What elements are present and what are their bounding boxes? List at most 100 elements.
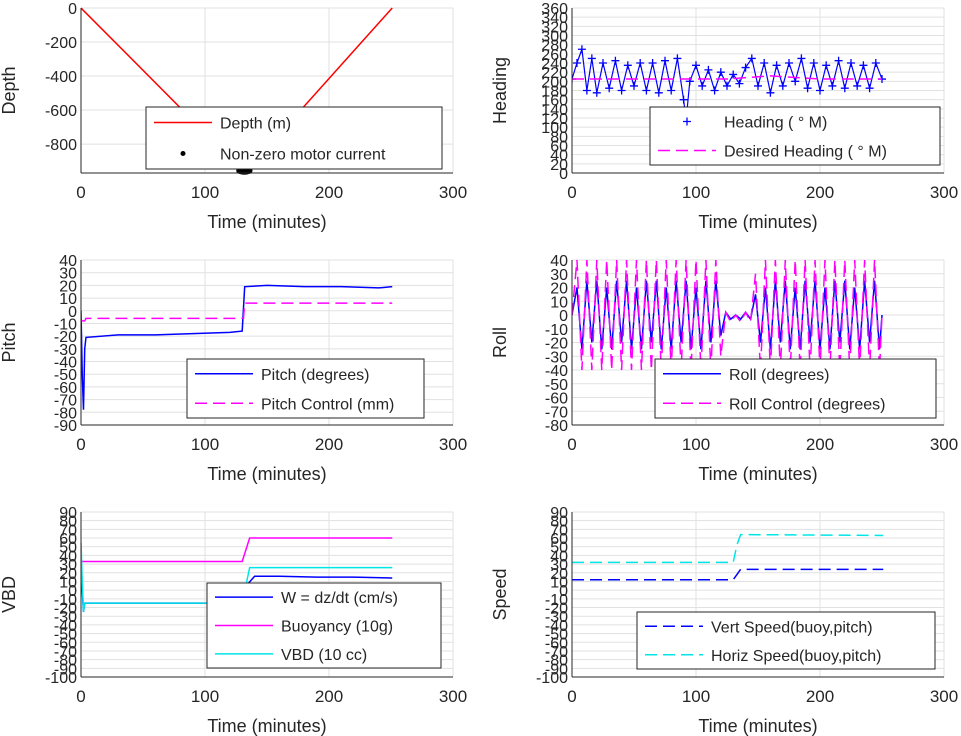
y-axis-label: Speed bbox=[490, 568, 510, 620]
legend: Roll (degrees) Roll Control (degrees) bbox=[654, 358, 937, 419]
y-tick-label: -40 bbox=[54, 355, 77, 372]
legend-label: Pitch (degrees) bbox=[261, 367, 370, 384]
y-tick-label: -60 bbox=[54, 635, 77, 652]
y-tick-label: 50 bbox=[59, 540, 77, 557]
y-tick-label: 80 bbox=[59, 514, 77, 531]
series-line-1 bbox=[81, 284, 393, 410]
x-tick-label: 0 bbox=[76, 435, 85, 454]
data-layer bbox=[572, 259, 883, 371]
x-axis-label: Time (minutes) bbox=[698, 716, 817, 736]
data-point bbox=[741, 63, 750, 72]
data-point bbox=[692, 61, 700, 70]
x-tick-label: 300 bbox=[930, 183, 958, 202]
data-point bbox=[735, 79, 744, 88]
data-point bbox=[865, 84, 874, 93]
y-tick-label: -10 bbox=[545, 322, 568, 339]
y-tick-label: 0 bbox=[559, 308, 568, 325]
x-tick-label: 0 bbox=[567, 687, 576, 706]
y-tick-label: -600 bbox=[45, 103, 77, 120]
y-tick-label: -50 bbox=[54, 627, 77, 644]
y-tick-label: -80 bbox=[545, 418, 568, 435]
series-line-2 bbox=[81, 302, 393, 322]
y-tick-label: -10 bbox=[545, 592, 568, 609]
data-point bbox=[599, 59, 607, 67]
data-point bbox=[859, 61, 868, 70]
data-point bbox=[710, 86, 719, 95]
y-tick-label: 90 bbox=[59, 505, 77, 522]
series-line-2 bbox=[572, 533, 884, 564]
y-tick-label: 10 bbox=[59, 574, 77, 591]
y-tick-label: 80 bbox=[550, 514, 568, 531]
data-point bbox=[623, 61, 632, 70]
y-tick-label: -70 bbox=[545, 404, 568, 421]
chart-panel-5: 9080706050403020100-10-20-30-40-50-60-70… bbox=[0, 505, 467, 736]
y-tick-label: 120 bbox=[541, 111, 568, 128]
x-axis-label: Time (minutes) bbox=[698, 464, 817, 484]
y-tick-label: -800 bbox=[45, 137, 77, 154]
y-tick-label: 0 bbox=[559, 583, 568, 600]
y-tick-label: 40 bbox=[550, 548, 568, 565]
data-point bbox=[871, 59, 880, 67]
y-tick-label: -20 bbox=[54, 329, 77, 346]
y-tick-label: 20 bbox=[59, 566, 77, 583]
x-tick-label: 200 bbox=[315, 435, 343, 454]
legend-box bbox=[145, 106, 443, 170]
y-axis-label: Depth bbox=[0, 66, 19, 114]
y-tick-label: 180 bbox=[541, 84, 568, 101]
legend-box bbox=[654, 358, 937, 419]
y-tick-label: -30 bbox=[545, 349, 568, 366]
y-tick-label: 260 bbox=[541, 47, 568, 64]
x-tick-label: 300 bbox=[439, 183, 467, 202]
data-point bbox=[797, 54, 806, 63]
x-tick-label: 100 bbox=[191, 687, 219, 706]
x-tick-label: 100 bbox=[191, 435, 219, 454]
y-tick-label: 140 bbox=[541, 102, 568, 119]
series-line-1 bbox=[572, 568, 884, 581]
y-tick-label: 40 bbox=[550, 253, 568, 270]
data-point bbox=[577, 45, 586, 54]
data-point bbox=[667, 86, 676, 95]
y-tick-label: 70 bbox=[550, 522, 568, 539]
y-tick-label: 10 bbox=[550, 574, 568, 591]
y-tick-label: 20 bbox=[550, 566, 568, 583]
data-point bbox=[847, 59, 855, 67]
y-tick-label: 20 bbox=[59, 278, 77, 295]
legend: Vert Speed(buoy,pitch) Horiz Speed(buoy,p… bbox=[636, 611, 936, 670]
series-line-2 bbox=[81, 537, 393, 563]
series-line-2 bbox=[572, 75, 882, 80]
y-tick-label: -100 bbox=[536, 670, 568, 687]
legend: Depth (m) Non-zero motor current bbox=[145, 106, 443, 170]
y-tick-label: 60 bbox=[59, 531, 77, 548]
y-tick-label: 0 bbox=[559, 166, 568, 183]
legend-label: Vert Speed(buoy,pitch) bbox=[711, 619, 873, 636]
x-tick-label: 300 bbox=[439, 435, 467, 454]
y-tick-label: 30 bbox=[550, 557, 568, 574]
data-point bbox=[766, 88, 775, 97]
data-point bbox=[828, 81, 837, 90]
x-tick-label: 200 bbox=[315, 183, 343, 202]
y-tick-label: 50 bbox=[550, 540, 568, 557]
x-tick-label: 100 bbox=[682, 435, 710, 454]
y-tick-label: 320 bbox=[541, 19, 568, 36]
data-point bbox=[587, 54, 596, 63]
x-tick-label: 0 bbox=[567, 183, 576, 202]
data-point bbox=[809, 59, 818, 67]
data-point bbox=[617, 86, 626, 95]
y-tick-label: 30 bbox=[59, 266, 77, 283]
y-tick-label: 100 bbox=[541, 120, 568, 137]
y-tick-label: 200 bbox=[541, 74, 568, 91]
y-tick-label: 30 bbox=[550, 267, 568, 284]
legend-box bbox=[186, 358, 425, 419]
y-tick-label: -70 bbox=[545, 644, 568, 661]
data-point bbox=[760, 59, 769, 67]
legend: Heading ( ° M) Desired Heading ( ° M) bbox=[649, 106, 941, 166]
y-tick-label: 40 bbox=[59, 548, 77, 565]
y-tick-label: -60 bbox=[545, 391, 568, 408]
legend-label: Depth (m) bbox=[220, 116, 291, 133]
y-tick-label: -200 bbox=[45, 35, 77, 52]
series-line-2 bbox=[572, 259, 883, 371]
data-point bbox=[673, 54, 682, 63]
